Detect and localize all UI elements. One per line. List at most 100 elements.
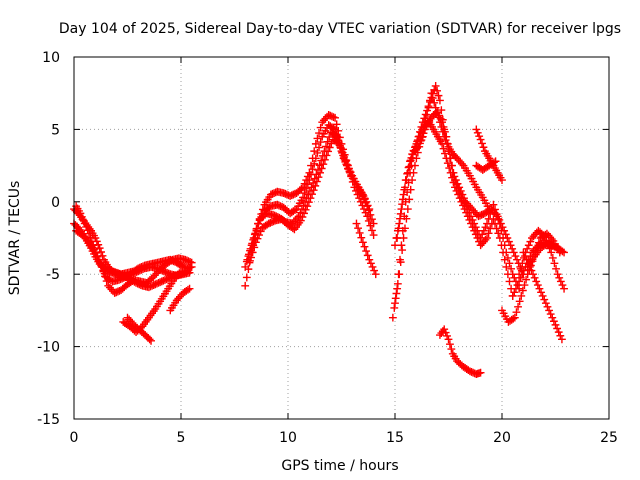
data-point	[82, 222, 91, 231]
data-point	[314, 173, 323, 182]
x-tick-label: 25	[600, 430, 618, 446]
data-point	[438, 127, 447, 136]
data-point	[80, 219, 89, 228]
y-tick-label: -10	[37, 340, 60, 356]
data-point	[444, 335, 453, 344]
x-tick-label: 0	[70, 430, 79, 446]
data-point	[309, 186, 318, 195]
data-point	[514, 302, 522, 311]
data-point	[495, 234, 504, 242]
data-point	[507, 264, 515, 273]
data-point	[316, 168, 324, 177]
data-point	[357, 233, 366, 242]
data-point	[494, 229, 503, 238]
data-point	[473, 128, 482, 137]
data-point	[420, 125, 429, 134]
y-axis-label: SDTVAR / TECUs	[7, 181, 23, 296]
data-point	[306, 194, 315, 203]
data-point	[311, 139, 320, 148]
data-point	[555, 245, 564, 254]
data-points	[70, 82, 568, 379]
data-point	[550, 259, 559, 268]
series-arc23	[519, 248, 566, 344]
data-point	[418, 132, 427, 141]
data-point	[403, 205, 412, 213]
data-point	[241, 281, 250, 290]
data-point	[253, 224, 261, 233]
data-point	[431, 82, 440, 90]
data-point	[441, 328, 450, 337]
data-point	[515, 297, 524, 306]
data-point	[403, 169, 412, 178]
data-point	[327, 139, 336, 148]
data-point	[99, 267, 108, 276]
data-point	[241, 263, 250, 271]
data-point	[254, 219, 263, 228]
data-point	[333, 132, 342, 141]
data-point	[414, 142, 423, 151]
data-point	[393, 234, 402, 242]
data-point	[391, 241, 399, 250]
data-point	[492, 210, 501, 219]
data-point	[552, 264, 560, 273]
data-point	[518, 286, 527, 295]
data-point	[411, 161, 419, 170]
data-point	[391, 294, 400, 303]
data-point	[428, 94, 437, 102]
data-point	[491, 219, 499, 228]
data-point	[433, 108, 441, 117]
data-point	[76, 209, 85, 218]
data-point	[398, 200, 407, 209]
data-point	[311, 154, 320, 163]
data-point	[363, 251, 372, 260]
data-point	[177, 267, 185, 276]
data-point	[352, 219, 361, 228]
y-tick-label: 0	[51, 195, 60, 211]
data-point	[484, 229, 493, 238]
data-point	[398, 195, 407, 204]
data-point	[517, 292, 526, 300]
data-point	[101, 272, 109, 281]
data-point	[147, 336, 155, 345]
data-point	[505, 259, 514, 268]
plot-frame	[73, 56, 610, 420]
data-point	[476, 368, 485, 377]
data-point	[310, 159, 319, 168]
data-point	[472, 125, 481, 134]
data-point	[499, 248, 507, 257]
data-point	[430, 85, 439, 94]
data-point	[560, 248, 568, 257]
data-point	[503, 270, 512, 279]
data-point	[355, 229, 364, 237]
data-point	[505, 277, 514, 286]
data-point	[491, 157, 500, 166]
data-point	[399, 190, 408, 199]
data-point	[335, 139, 344, 148]
data-point	[388, 313, 397, 322]
data-point	[423, 111, 431, 119]
data-point	[405, 195, 414, 204]
data-point	[489, 215, 498, 224]
data-point	[305, 176, 314, 184]
data-point	[242, 273, 251, 282]
data-point	[486, 224, 495, 233]
data-point	[500, 255, 509, 264]
data-point	[420, 114, 429, 123]
data-point	[97, 263, 106, 271]
data-point	[548, 254, 557, 262]
data-point	[416, 139, 424, 148]
data-point	[332, 120, 341, 129]
data-point	[362, 247, 371, 255]
data-point	[331, 113, 339, 122]
data-point	[321, 155, 329, 164]
data-point	[478, 139, 486, 148]
x-tick-label: 20	[493, 430, 511, 446]
data-point	[313, 149, 322, 157]
data-point	[442, 154, 451, 163]
data-point	[322, 142, 330, 151]
data-point	[436, 96, 444, 105]
data-point	[448, 173, 456, 182]
data-point	[396, 258, 405, 267]
series-arc12	[352, 219, 380, 279]
data-point	[394, 224, 403, 233]
